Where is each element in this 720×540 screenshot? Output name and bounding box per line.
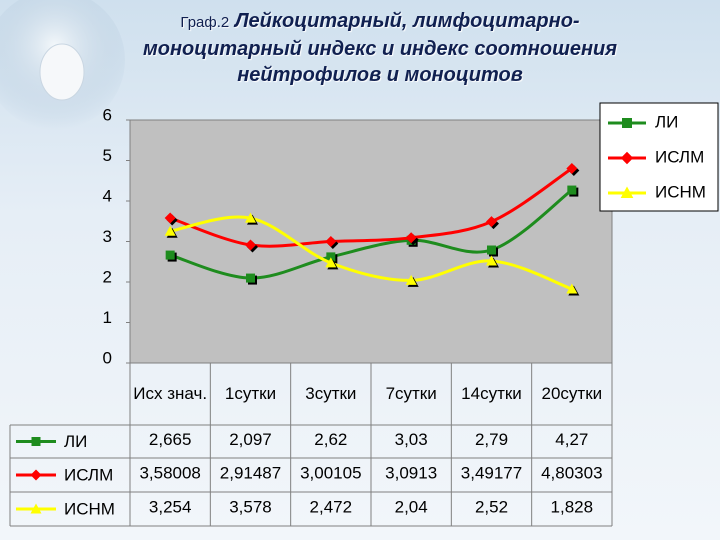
table-cell: 2,04 (395, 497, 428, 516)
x-tick-label: 3сутки (305, 384, 357, 403)
table-cell: 3,49177 (461, 463, 522, 482)
legend-marker (620, 151, 634, 165)
marker (164, 212, 176, 224)
marker (245, 239, 256, 251)
marker (245, 212, 256, 223)
x-tick-label: 7сутки (385, 384, 437, 403)
table-cell: 3,00105 (300, 463, 361, 482)
table-row-label: ИСЛМ (64, 465, 113, 484)
title-prefix: Граф.2 (180, 14, 230, 31)
marker (326, 252, 336, 262)
y-tick-label: 3 (103, 227, 112, 246)
table-cell: 3,578 (229, 497, 272, 516)
y-tick-label: 4 (103, 186, 112, 205)
marker (567, 185, 577, 195)
table-cell: 2,665 (149, 430, 192, 449)
y-tick-label: 6 (103, 105, 112, 124)
table-cell: 3,254 (149, 497, 192, 516)
table-cell: 1,828 (551, 497, 594, 516)
marker (487, 245, 496, 255)
table-key-marker (30, 469, 42, 481)
series-line (169, 215, 573, 291)
legend-label: ИСЛМ (655, 147, 704, 166)
table-cell: 3,03 (395, 430, 428, 449)
table-row-label: ЛИ (64, 432, 87, 451)
series-line (169, 167, 573, 248)
table-cell: 4,80303 (541, 463, 602, 482)
table-cell: 3,58008 (139, 463, 200, 482)
table-cell: 2,62 (314, 430, 347, 449)
x-tick-label: 14сутки (461, 384, 522, 403)
table-cell: 4,27 (555, 430, 588, 449)
marker (325, 235, 337, 247)
table-row-label: ИСНМ (64, 499, 115, 518)
data-table-grid (9, 363, 613, 527)
y-tick-label: 5 (103, 146, 112, 165)
legend-marker (620, 186, 634, 198)
marker (165, 250, 175, 260)
series-line (169, 188, 573, 280)
chart-title: Лейкоцитарный, лимфоцитарно-моноцитарный… (142, 10, 618, 86)
marker (164, 225, 176, 236)
marker (486, 216, 497, 228)
table-cell: 2,79 (475, 430, 508, 449)
y-tick-label: 2 (103, 267, 112, 286)
table-key-marker (31, 437, 41, 446)
mask-shape (39, 43, 85, 101)
table-cell: 3,0913 (385, 463, 437, 482)
marker (486, 255, 497, 266)
y-tick-label: 1 (103, 308, 112, 327)
table-cell: 2,097 (229, 430, 272, 449)
marker (246, 273, 255, 283)
table-cell: 2,52 (475, 497, 508, 516)
x-tick-label: Исх знач. (133, 384, 208, 403)
marker (405, 232, 417, 244)
marker (566, 283, 578, 294)
y-tick-label: 0 (103, 348, 112, 367)
x-tick-label: 1сутки (224, 384, 277, 403)
marker (566, 162, 578, 174)
marker (325, 257, 337, 268)
table-cell: 2,91487 (220, 463, 281, 482)
table-cell: 2,472 (310, 497, 353, 516)
x-tick-label: 20сутки (541, 384, 603, 403)
legend-marker (622, 118, 632, 128)
legend-label: ИСНМ (655, 182, 706, 201)
title-block: Граф.2 Лейкоцитарный, лимфоцитарно-моноц… (110, 8, 650, 88)
legend-label: ЛИ (655, 112, 678, 131)
marker (405, 274, 417, 285)
table-key-marker (30, 503, 42, 514)
